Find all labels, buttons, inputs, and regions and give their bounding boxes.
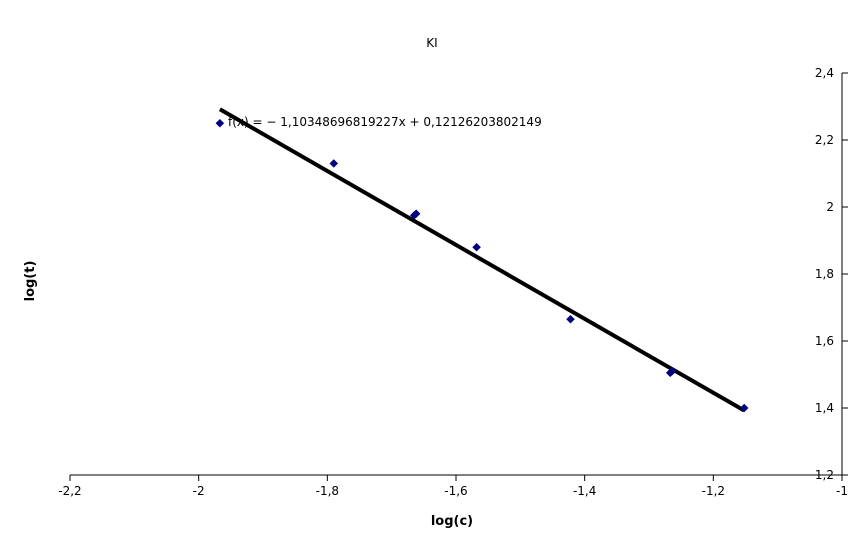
data-point (739, 403, 749, 413)
axes (69, 72, 848, 481)
y-tick-label: 2,2 (815, 133, 834, 147)
x-tick-label: -1,6 (444, 484, 467, 498)
y-tick-label: 1,6 (815, 334, 834, 348)
data-point (667, 366, 677, 376)
y-axis-title: log(t) (23, 261, 38, 302)
y-tick-label: 2 (826, 200, 834, 214)
x-tick-label: -1,8 (316, 484, 339, 498)
data-point (215, 118, 225, 128)
x-tick-label: -2 (193, 484, 205, 498)
x-tick-label: -1,2 (702, 484, 725, 498)
chart-title: KI (426, 36, 437, 50)
tick-labels: -2,2 -2 -1,8 -1,6 -1,4 -1,2 -11,2 1,4 1,6 1,8 2 2,2… (58, 66, 848, 498)
data-point (566, 314, 575, 324)
x-tick-label: -2,2 (58, 484, 81, 498)
x-tick-label: -1 (836, 484, 848, 498)
y-tick-label: 1,4 (815, 401, 834, 415)
y-tick-label: 2,4 (815, 66, 834, 80)
x-tick-label: -1,4 (573, 484, 596, 498)
data-point (329, 159, 339, 168)
data-point (411, 209, 421, 219)
y-tick-label: 1,2 (815, 468, 834, 482)
trendline-equation: f(x) = − 1,10348696819227x + 0,121262038… (228, 115, 542, 129)
y-tick-label: 1,8 (815, 267, 834, 281)
x-axis-title: log(c) (431, 514, 473, 529)
data-points (215, 118, 749, 413)
trendline (218, 107, 746, 413)
trendline-layer (218, 107, 746, 413)
data-point (472, 242, 481, 252)
